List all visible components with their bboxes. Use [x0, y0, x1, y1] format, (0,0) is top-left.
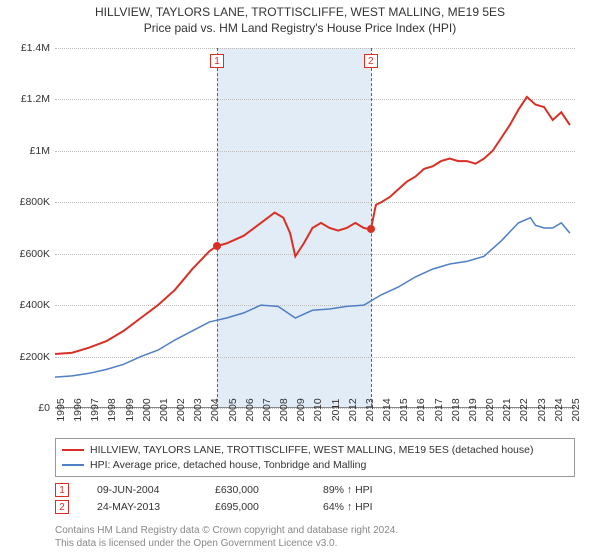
y-axis-label: £600K — [20, 248, 50, 260]
y-axis-label: £200K — [20, 351, 50, 363]
series-line-property — [55, 97, 570, 354]
legend-label-property: HILLVIEW, TAYLORS LANE, TROTTISCLIFFE, W… — [90, 443, 534, 458]
y-axis-label: £1M — [30, 145, 50, 157]
chart-series-svg — [55, 48, 575, 408]
series-line-hpi — [55, 218, 570, 377]
y-axis-label: £800K — [20, 196, 50, 208]
legend-swatch-property — [62, 449, 84, 451]
legend-swatch-hpi — [62, 464, 84, 466]
sale-event-2-badge: 2 — [55, 500, 69, 514]
y-axis-label: £400K — [20, 299, 50, 311]
sale-event-1-date: 09-JUN-2004 — [97, 482, 187, 499]
sale-event-1: 1 09-JUN-2004 £630,000 89% ↑ HPI — [55, 482, 373, 499]
footer-line-2: This data is licensed under the Open Gov… — [55, 537, 398, 550]
sale-event-2-price: £695,000 — [215, 499, 295, 516]
chart-plot-area: £0£200K£400K£600K£800K£1M£1.2M£1.4M19951… — [55, 48, 575, 408]
title-line-2: Price paid vs. HM Land Registry's House … — [0, 20, 600, 36]
sale-event-1-badge: 1 — [55, 483, 69, 497]
footer-line-1: Contains HM Land Registry data © Crown c… — [55, 524, 398, 537]
sale-event-2: 2 24-MAY-2013 £695,000 64% ↑ HPI — [55, 499, 373, 516]
chart-title: HILLVIEW, TAYLORS LANE, TROTTISCLIFFE, W… — [0, 0, 600, 36]
y-axis-label: £0 — [38, 402, 50, 414]
legend-item-hpi: HPI: Average price, detached house, Tonb… — [62, 458, 568, 473]
y-axis-label: £1.4M — [21, 42, 50, 54]
y-axis-label: £1.2M — [21, 93, 50, 105]
footer-attribution: Contains HM Land Registry data © Crown c… — [55, 524, 398, 550]
legend-label-hpi: HPI: Average price, detached house, Tonb… — [90, 458, 366, 473]
title-line-1: HILLVIEW, TAYLORS LANE, TROTTISCLIFFE, W… — [0, 4, 600, 20]
sale-event-2-vs-hpi: 64% ↑ HPI — [323, 499, 373, 516]
legend-item-property: HILLVIEW, TAYLORS LANE, TROTTISCLIFFE, W… — [62, 443, 568, 458]
sale-event-1-price: £630,000 — [215, 482, 295, 499]
sale-event-2-date: 24-MAY-2013 — [97, 499, 187, 516]
legend-box: HILLVIEW, TAYLORS LANE, TROTTISCLIFFE, W… — [55, 438, 575, 477]
sale-event-1-vs-hpi: 89% ↑ HPI — [323, 482, 373, 499]
sale-events: 1 09-JUN-2004 £630,000 89% ↑ HPI 2 24-MA… — [55, 482, 373, 516]
